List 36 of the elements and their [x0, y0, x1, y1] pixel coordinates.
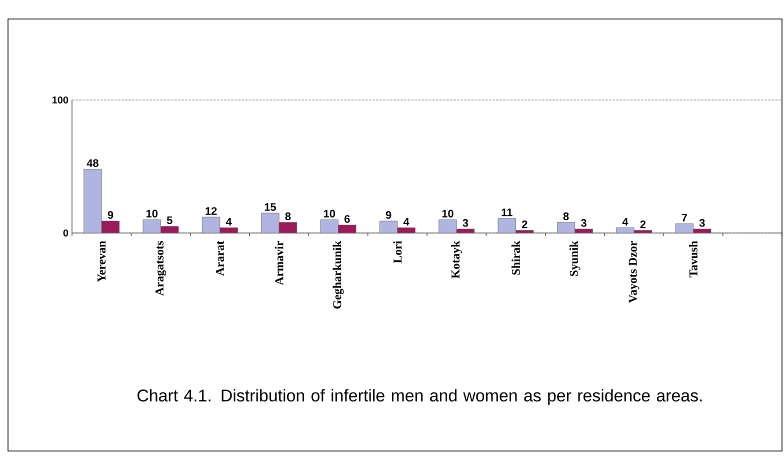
data-label: 4	[622, 218, 628, 226]
x-tick-label: Vayots Dzor	[628, 241, 640, 303]
data-label: 5	[166, 216, 172, 224]
data-label: 8	[285, 212, 291, 220]
data-label: 3	[699, 219, 705, 227]
data-label: 12	[206, 207, 217, 215]
x-tick-label: Lori	[393, 240, 402, 264]
data-label: 4	[403, 218, 410, 226]
x-tick-label: Armavir	[274, 241, 284, 286]
data-label: 4	[226, 218, 232, 226]
x-tick-label: Yerevan	[98, 240, 106, 282]
data-label: 9	[108, 211, 114, 219]
x-tick-label: Syunik	[569, 240, 580, 276]
caption: Chart 4.1. Distribution of infertile men and women as per residence areas.	[138, 389, 702, 405]
y-tick-label: 0	[63, 229, 68, 237]
x-tick-label: Shirak	[512, 240, 520, 275]
x-tick-label: Kotayk	[451, 240, 462, 278]
data-label: 9	[386, 211, 392, 219]
data-label: 7	[682, 214, 687, 222]
data-label: 15	[264, 203, 276, 211]
data-label: 6	[344, 215, 350, 223]
x-tick-label: Ararat	[216, 240, 224, 276]
x-tick-label: Aragatsots	[155, 241, 166, 296]
data-label: 2	[640, 220, 646, 228]
x-tick-label: Tavush	[689, 240, 698, 278]
y-tick-label: 100	[52, 96, 68, 104]
data-label: 48	[86, 159, 98, 167]
data-label: 3	[581, 219, 586, 227]
data-label: 10	[146, 210, 158, 218]
x-tick-label: Gegharkunik	[332, 240, 344, 309]
data-label: 2	[522, 220, 528, 228]
data-label: 10	[324, 210, 336, 218]
data-label: 8	[563, 212, 569, 220]
data-label: 3	[462, 219, 468, 227]
data-label: 10	[442, 210, 454, 218]
data-label: 11	[502, 208, 512, 216]
